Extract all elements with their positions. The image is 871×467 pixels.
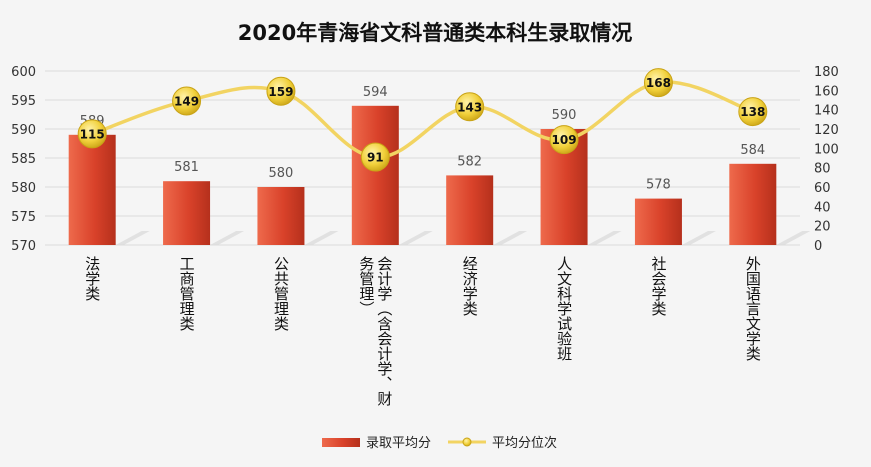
category-label: 人文科学试验班 [555,256,573,361]
left-tick-label: 570 [11,239,36,254]
chart-title: 2020年青海省文科普通类本科生录取情况 [238,21,632,45]
bar [446,175,494,245]
left-tick-label: 580 [11,181,36,196]
bar-shadow [304,231,339,245]
bar-data-label: 578 [646,178,671,193]
right-tick-label: 80 [814,162,831,177]
left-tick-label: 585 [11,152,36,167]
right-tick-label: 160 [814,84,839,99]
right-tick-label: 0 [814,239,822,254]
left-tick-label: 600 [11,65,36,80]
bar-data-label: 580 [269,166,294,181]
bar-shadow [776,231,811,245]
line-marker [738,97,768,127]
bar-data-label: 594 [363,85,388,100]
left-axis: 570 575 580 585 590 595 600 [11,65,36,254]
bar-shadow [398,231,433,245]
bar-shadow [681,231,716,245]
right-tick-label: 40 [814,200,831,215]
line-series: 115 149 159 91 143 109 168 138 [77,68,768,172]
right-tick-label: 140 [814,104,839,119]
legend-line-label: 平均分位次 [492,435,557,451]
bar-shadow [587,231,622,245]
category-label: 社会学类 [649,256,667,316]
right-axis: 0 20 40 60 80 100 120 140 160 180 [814,65,839,254]
right-tick-label: 180 [814,65,839,80]
line-marker [266,76,296,106]
line-marker [549,125,579,155]
gridlines [45,70,800,246]
bar [729,163,777,245]
line-marker [172,86,202,116]
legend: 录取平均分 平均分位次 [322,435,557,451]
line-data-label: 168 [646,76,671,90]
line-data-label: 138 [740,105,765,119]
left-tick-label: 575 [11,210,36,225]
bar-data-label: 584 [740,143,765,158]
bar-shadow [115,231,150,245]
line-marker [360,142,390,172]
line-data-label: 115 [80,127,105,141]
bar [68,134,116,245]
right-tick-label: 100 [814,142,839,157]
right-tick-label: 120 [814,123,839,138]
line-marker [77,119,107,149]
legend-bar-label: 录取平均分 [366,436,431,451]
bar-data-label: 582 [457,154,482,169]
right-tick-label: 60 [814,181,831,196]
line-marker [643,68,673,98]
line-data-label: 149 [174,94,199,108]
line-data-label: 91 [367,151,384,165]
legend-bar-swatch [322,438,360,447]
bar [257,187,305,245]
category-label: 务管理） [357,256,375,316]
bar-data-label: 590 [552,108,577,123]
line-data-label: 159 [268,85,293,99]
bar [163,181,211,245]
bar-shadow [493,231,528,245]
line-marker [455,92,485,122]
line-data-label: 143 [457,100,482,114]
left-tick-label: 595 [11,94,36,109]
category-label: 公共管理类 [272,256,290,331]
line-data-label: 109 [552,133,577,147]
category-label: 会计学（含会计学、财 [375,256,393,407]
bar-shadow [210,231,245,245]
category-label: 外国语言文学类 [744,256,762,361]
bar-data-label: 581 [174,160,199,175]
bar [351,105,399,245]
bar [634,198,682,245]
left-tick-label: 590 [11,123,36,138]
legend-line-marker [462,437,472,447]
category-label: 法学类 [83,256,101,301]
right-tick-label: 20 [814,220,831,235]
category-label: 经济学类 [461,256,479,316]
category-label: 工商管理类 [178,256,196,331]
